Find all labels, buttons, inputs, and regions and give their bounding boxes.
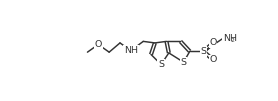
Text: S: S	[180, 58, 187, 67]
Text: S: S	[158, 60, 164, 69]
Text: NH: NH	[124, 46, 138, 55]
Text: O: O	[209, 55, 217, 64]
Text: O: O	[209, 38, 217, 47]
Text: O: O	[95, 40, 102, 49]
Text: 2: 2	[230, 38, 234, 43]
Text: S: S	[201, 47, 207, 56]
Text: NH: NH	[223, 34, 237, 43]
